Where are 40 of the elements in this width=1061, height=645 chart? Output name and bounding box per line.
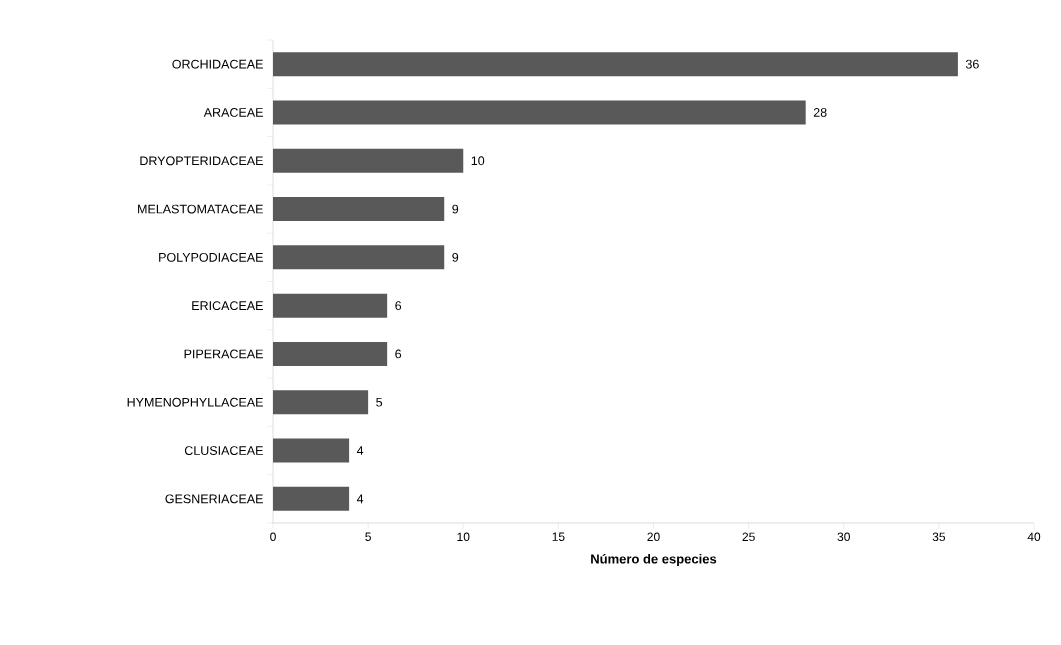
y-tick-label: POLYPODIACEAE — [159, 252, 263, 262]
bar — [273, 438, 350, 463]
y-tick-label: MELASTOMATACEAE — [138, 204, 263, 214]
data-label: 10 — [471, 156, 485, 166]
data-label: 9 — [452, 204, 459, 214]
bar — [273, 197, 445, 222]
bar — [273, 100, 806, 125]
y-tick-label: CLUSIACEAE — [184, 446, 263, 455]
y-tick-label: ORCHIDACEAE — [172, 59, 263, 69]
bar — [273, 293, 388, 318]
bar — [273, 245, 445, 270]
bar — [273, 52, 958, 77]
bar — [273, 390, 369, 415]
x-tick-label: 5 — [365, 532, 371, 541]
data-label: 6 — [395, 301, 402, 311]
data-label: 4 — [356, 494, 364, 504]
data-label: 4 — [356, 446, 364, 455]
bar — [273, 486, 350, 511]
data-label: 36 — [965, 59, 979, 69]
data-label: 9 — [452, 252, 459, 262]
y-tick-label: GESNERIACEAE — [165, 494, 263, 504]
y-tick-label: PIPERACEAE — [184, 349, 263, 359]
x-tick-label: 20 — [647, 532, 660, 542]
data-label: 5 — [376, 397, 383, 407]
data-label: 28 — [813, 108, 827, 117]
x-tick-label: 25 — [742, 532, 755, 542]
y-tick-label: DRYOPTERIDACEAE — [140, 156, 263, 166]
data-label: 6 — [395, 349, 402, 359]
y-tick-label: ARACEAE — [203, 108, 263, 117]
y-tick-label: HYMENOPHYLLACEAE — [127, 397, 263, 407]
bar — [273, 148, 464, 173]
x-tick-label: 35 — [932, 532, 946, 542]
x-tick-label: 40 — [1027, 532, 1041, 542]
y-tick-label: ERICACEAE — [192, 301, 263, 311]
x-tick-label: 0 — [270, 532, 276, 542]
x-tick-label: 30 — [837, 532, 850, 542]
bar — [273, 341, 388, 366]
x-tick-label: 10 — [457, 532, 470, 542]
x-axis-title: Número de especies — [591, 553, 717, 567]
x-tick-label: 15 — [552, 532, 565, 541]
